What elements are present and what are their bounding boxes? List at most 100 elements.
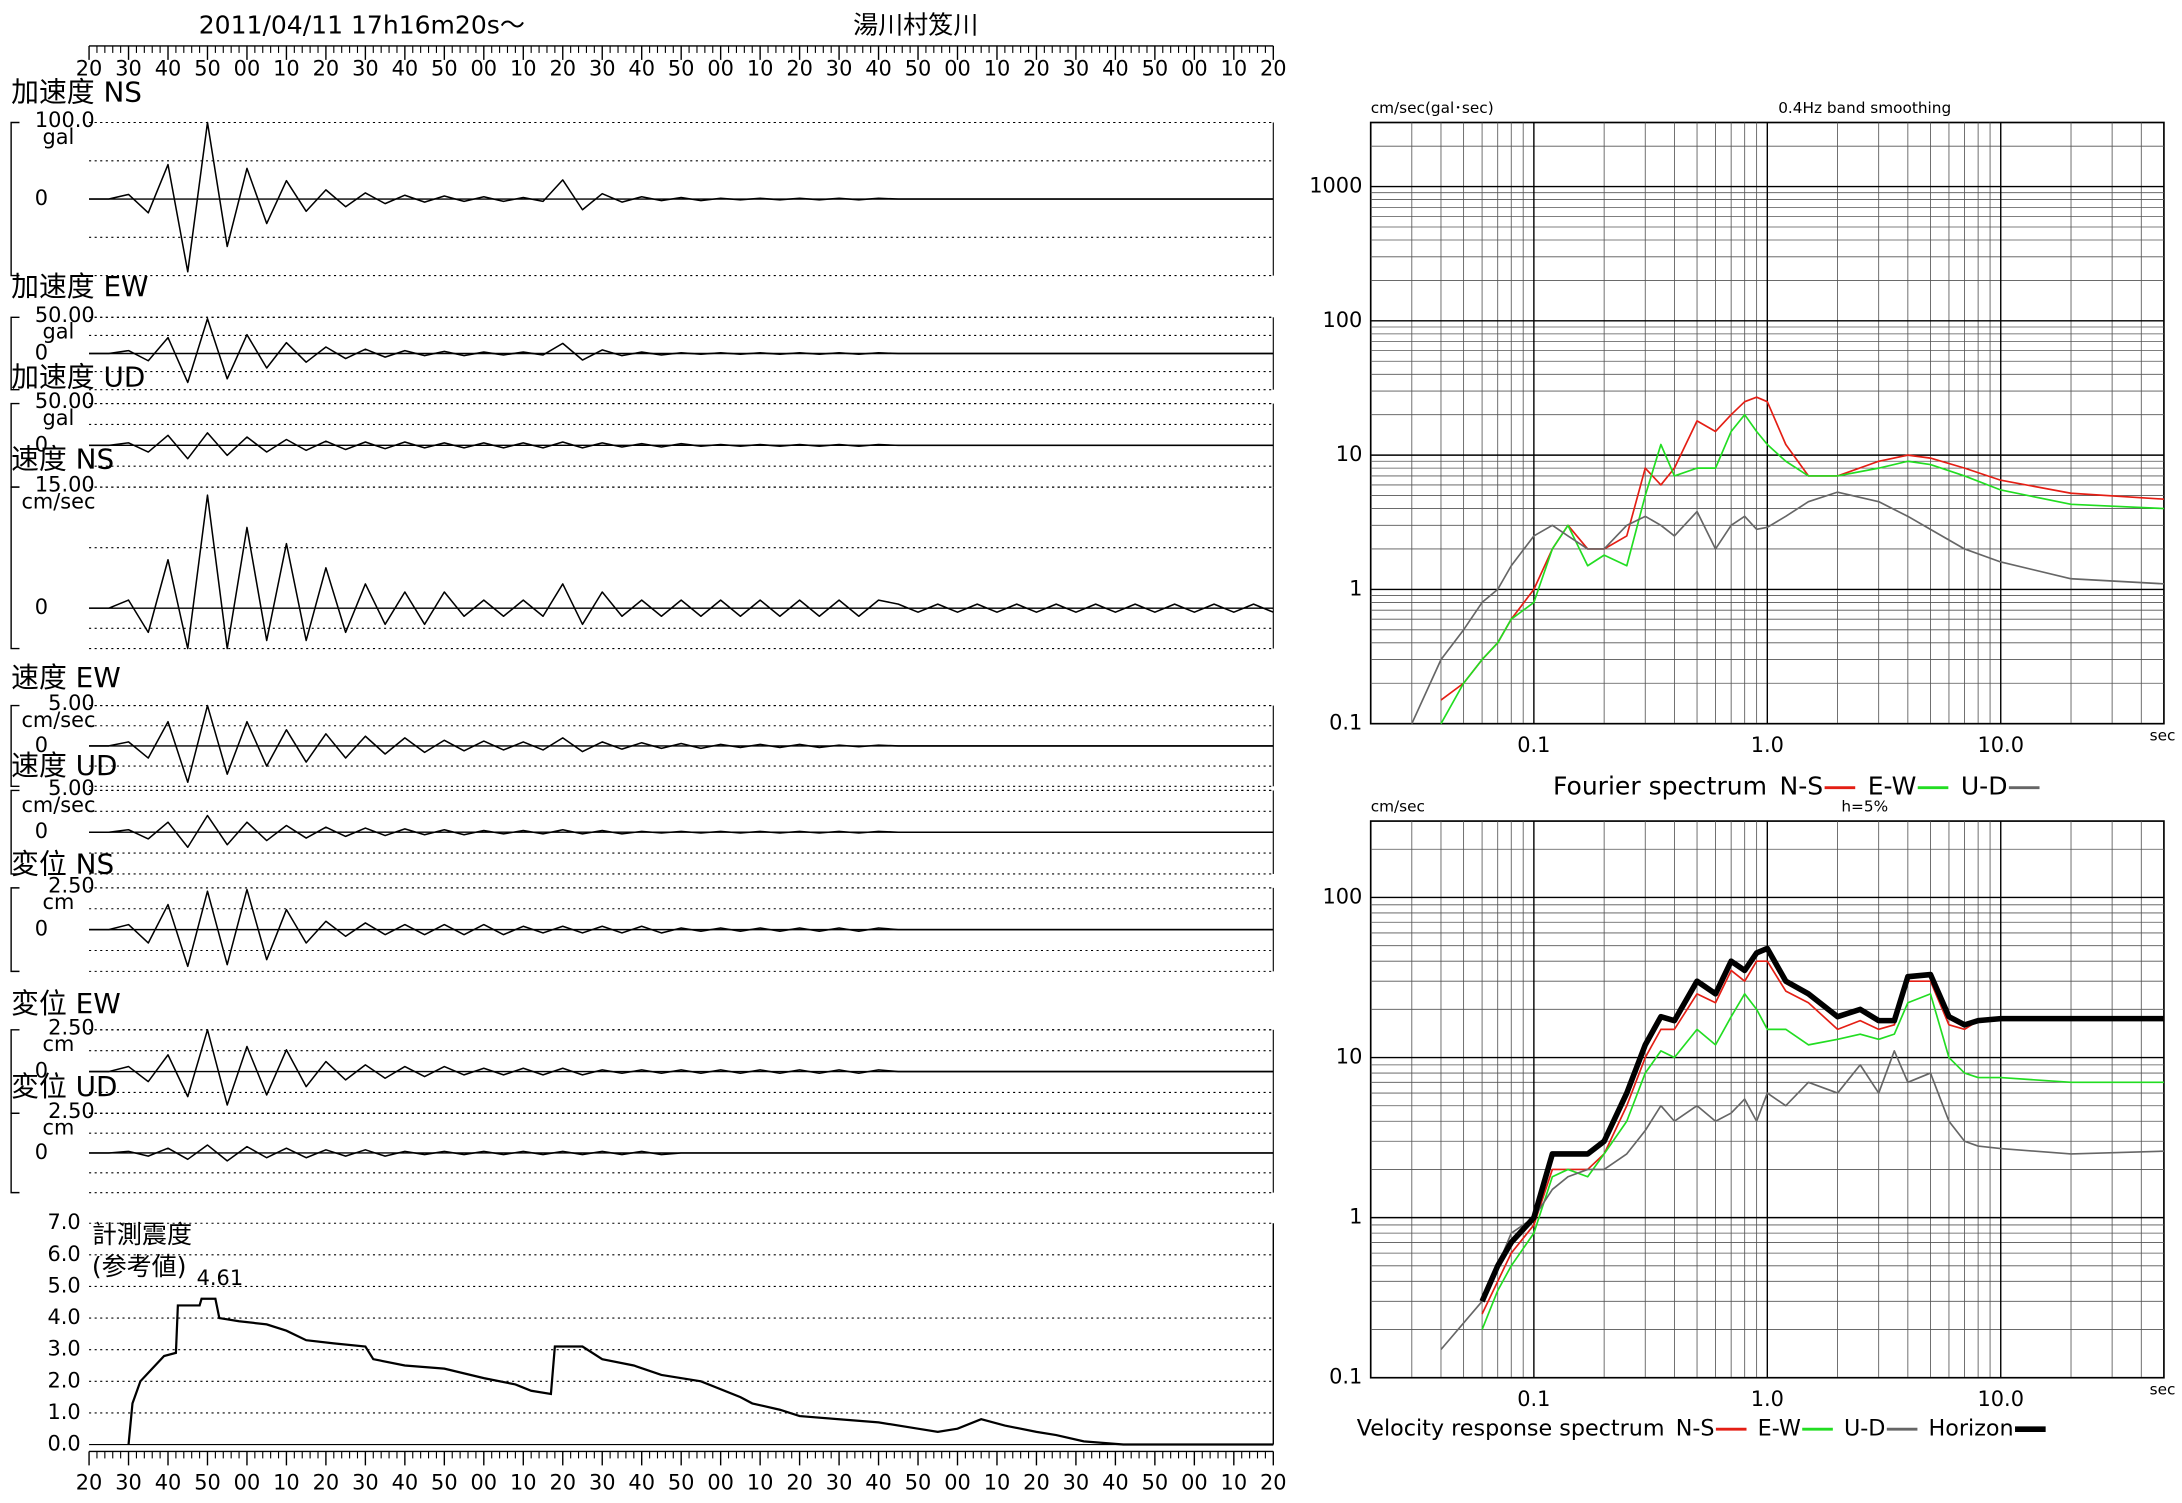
waveform — [89, 814, 1274, 849]
x-tick-label: 30 — [589, 57, 616, 81]
x-tick-label: 50 — [668, 57, 695, 81]
x-tick-label: 20 — [1023, 1470, 1050, 1494]
spectrum-line — [1440, 1050, 2164, 1351]
trace-title: 変位 UD — [11, 1070, 117, 1103]
trace-title: 変位 NS — [11, 848, 114, 881]
datetime: 2011/04/11 17h16m20s〜 — [199, 10, 525, 39]
y-axis-unit: cm/sec — [1371, 798, 1425, 816]
spectrum-line — [1481, 993, 2164, 1330]
y-tick-label: 50.00 — [35, 389, 95, 413]
y-tick-label: 0 — [35, 733, 48, 757]
y-tick-label: 10 — [1336, 442, 1363, 466]
legend-title: Velocity response spectrum — [1357, 1416, 1665, 1442]
x-tick-label: 30 — [1063, 1470, 1090, 1494]
y-tick-label: 0 — [35, 341, 48, 365]
x-tick-label: 20 — [76, 1470, 103, 1494]
chart-subtitle: (参考値) — [92, 1252, 187, 1281]
x-tick-label: 40 — [628, 57, 655, 81]
trace-bracket — [10, 316, 20, 391]
y-tick-label: 0 — [35, 917, 48, 941]
trace-bracket — [10, 789, 20, 875]
x-tick-label: 00 — [1181, 57, 1208, 81]
x-tick-label: 00 — [234, 57, 261, 81]
x-tick-label: 50 — [431, 1470, 458, 1494]
y-tick-label: 0 — [35, 819, 48, 843]
y-tick-label: 2.0 — [48, 1368, 81, 1392]
waveform — [89, 888, 1274, 968]
trace-bracket — [10, 704, 20, 787]
y-tick-label: 1 — [1349, 1205, 1362, 1229]
y-tick-label: 0 — [35, 432, 48, 456]
y-tick-label: 5.00 — [48, 691, 94, 715]
x-tick-label: 20 — [1260, 57, 1287, 81]
y-tick-label: 1.0 — [48, 1400, 81, 1424]
trace-bracket — [10, 887, 20, 973]
x-tick-label: 00 — [944, 1470, 971, 1494]
waveform — [89, 318, 1274, 384]
x-tick-label: 20 — [76, 57, 103, 81]
y-tick-label: 0.1 — [1329, 711, 1362, 735]
y-axis-unit: cm/sec — [21, 708, 95, 732]
x-tick-label: 10 — [984, 1470, 1011, 1494]
x-tick-label: 40 — [628, 1470, 655, 1494]
x-tick-label: 10 — [510, 1470, 537, 1494]
x-tick-label: 40 — [865, 57, 892, 81]
y-tick-label: 50.00 — [35, 303, 95, 327]
trace-bracket — [10, 121, 20, 277]
trace-bracket — [10, 1112, 20, 1194]
y-axis-unit: cm — [43, 890, 75, 914]
spectrum-line — [1440, 396, 2164, 701]
x-tick-label: 50 — [1142, 57, 1169, 81]
y-tick-label: 7.0 — [48, 1210, 81, 1234]
x-tick-label: 30 — [589, 1470, 616, 1494]
legend-label: U-D — [1844, 1416, 1885, 1442]
y-axis-unit: cm/sec — [21, 489, 95, 513]
y-axis-unit: cm/sec(gal･sec) — [1371, 99, 1494, 117]
x-tick-label: 30 — [115, 1470, 142, 1494]
trace-title: 速度 NS — [11, 443, 114, 476]
x-tick-label: 50 — [194, 57, 221, 81]
y-axis-unit: cm — [43, 1032, 75, 1056]
trace-bracket — [10, 486, 20, 650]
spectrum-line — [1479, 945, 2164, 1303]
x-tick-label: 50 — [431, 57, 458, 81]
y-tick-label: 0 — [35, 595, 48, 619]
x-tick-label: 50 — [905, 1470, 932, 1494]
y-tick-label: 2.50 — [48, 873, 94, 897]
x-tick-label: 40 — [1102, 57, 1129, 81]
x-tick-label: 20 — [786, 57, 813, 81]
x-tick-label: 30 — [115, 57, 142, 81]
legend-label: N-S — [1780, 772, 1824, 801]
legend-title: Fourier spectrum — [1553, 772, 1767, 801]
waveform — [89, 494, 1274, 650]
x-tick-label: 50 — [1142, 1470, 1169, 1494]
y-tick-label: 4.0 — [48, 1305, 81, 1329]
x-tick-label: 00 — [234, 1470, 261, 1494]
y-tick-label: 100 — [1323, 308, 1363, 332]
x-tick-label: 50 — [668, 1470, 695, 1494]
y-axis-unit: gal — [43, 320, 75, 344]
y-tick-label: 15.00 — [35, 473, 95, 497]
waveform — [89, 704, 1274, 784]
x-tick-label: 40 — [1102, 1470, 1129, 1494]
waveform — [89, 121, 1274, 273]
y-axis-unit: gal — [43, 406, 75, 430]
x-tick-label: 40 — [392, 1470, 419, 1494]
x-tick-label: 20 — [1260, 1470, 1287, 1494]
x-tick-label: 10.0 — [1978, 1387, 2024, 1411]
x-tick-label: 20 — [313, 1470, 340, 1494]
x-axis-unit: sec — [2150, 1381, 2176, 1399]
x-tick-label: 30 — [826, 57, 853, 81]
x-tick-label: 00 — [707, 1470, 734, 1494]
x-tick-label: 30 — [826, 1470, 853, 1494]
x-tick-label: 40 — [865, 1470, 892, 1494]
chart-title: 計測震度 — [92, 1220, 192, 1249]
y-tick-label: 0.1 — [1329, 1365, 1362, 1389]
spectrum-line — [1411, 491, 2164, 725]
x-tick-label: 0.1 — [1517, 733, 1550, 757]
trace-title: 変位 EW — [11, 987, 121, 1020]
chart-title: 0.4Hz band smoothing — [1778, 99, 1951, 117]
y-tick-label: 3.0 — [48, 1337, 81, 1361]
x-tick-label: 00 — [471, 1470, 498, 1494]
